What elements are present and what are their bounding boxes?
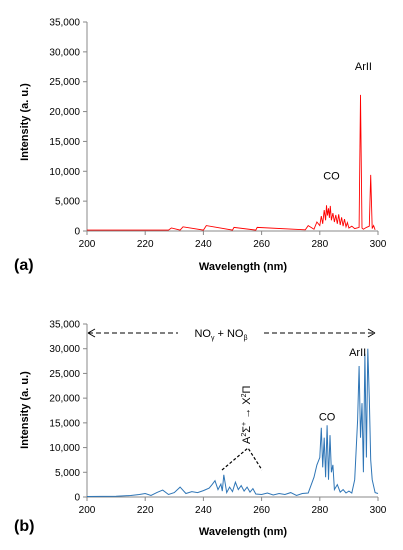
x-tick-label: 280 [311,505,328,516]
x-tick-label: 280 [311,239,328,250]
y-tick-label: 30,000 [49,344,80,355]
panel-b-annotation-arii: ArII [349,347,366,359]
panel-a-y-ticks: 0 5,000 10,000 15,000 20,000 25,000 30,000 35,0… [49,18,87,238]
y-tick-label: 0 [74,493,80,504]
y-tick-label: 15,000 [49,137,80,148]
x-tick-label: 220 [137,505,154,516]
x-tick-label: 200 [79,239,96,250]
panel-b: 0 5,000 10,000 15,000 20,000 25,000 30,000 35,0… [14,320,387,539]
y-tick-label: 10,000 [49,443,80,454]
y-tick-label: 15,000 [49,418,80,429]
panel-a-label: (a) [14,257,34,274]
y-tick-label: 25,000 [49,77,80,88]
span-label: NOγ + NOβ [194,328,247,342]
x-tick-label: 300 [370,239,387,250]
panel-b-annotation-co: CO [319,411,336,423]
x-tick-label: 220 [137,239,154,250]
x-tick-label: 260 [253,505,270,516]
panel-b-y-axis-label: Intensity (a. u.) [19,371,31,449]
panel-b-y-ticks: 0 5,000 10,000 15,000 20,000 25,000 30,000 35,0… [49,320,87,504]
y-tick-label: 5,000 [55,468,80,479]
span-label-bg [178,324,264,340]
y-tick-label: 10,000 [49,167,80,178]
transition-bracket [221,447,263,471]
transition-label: A2Σ+ → X2Π [241,385,253,444]
y-tick-label: 25,000 [49,369,80,380]
panel-b-x-ticks: 200 220 240 260 280 300 [79,497,387,516]
x-tick-label: 260 [253,239,270,250]
panel-a-annotation-co: CO [323,171,340,183]
y-tick-label: 30,000 [49,47,80,58]
panel-a-spectrum-line [87,94,376,231]
panel-a-x-ticks: 200 220 240 260 280 300 [79,231,387,250]
x-tick-label: 240 [195,239,212,250]
y-tick-label: 20,000 [49,394,80,405]
y-tick-label: 20,000 [49,107,80,118]
y-tick-label: 5,000 [55,197,80,208]
span-arrow [87,328,376,338]
y-tick-label: 35,000 [49,18,80,29]
panel-a: 0 5,000 10,000 15,000 20,000 25,000 30,000 35,0… [14,18,387,275]
y-tick-label: 35,000 [49,320,80,331]
panel-b-label: (b) [14,518,34,535]
x-tick-label: 300 [370,505,387,516]
y-tick-label: 0 [74,227,80,238]
panel-b-x-axis-label: Wavelength (nm) [199,526,288,538]
panel-a-x-axis-label: Wavelength (nm) [199,261,288,273]
panel-b-spectrum-line [86,348,379,497]
x-tick-label: 240 [195,505,212,516]
panel-a-annotation-arii: ArII [355,61,372,73]
panel-a-y-axis-label: Intensity (a. u.) [19,83,31,161]
x-tick-label: 200 [79,505,96,516]
